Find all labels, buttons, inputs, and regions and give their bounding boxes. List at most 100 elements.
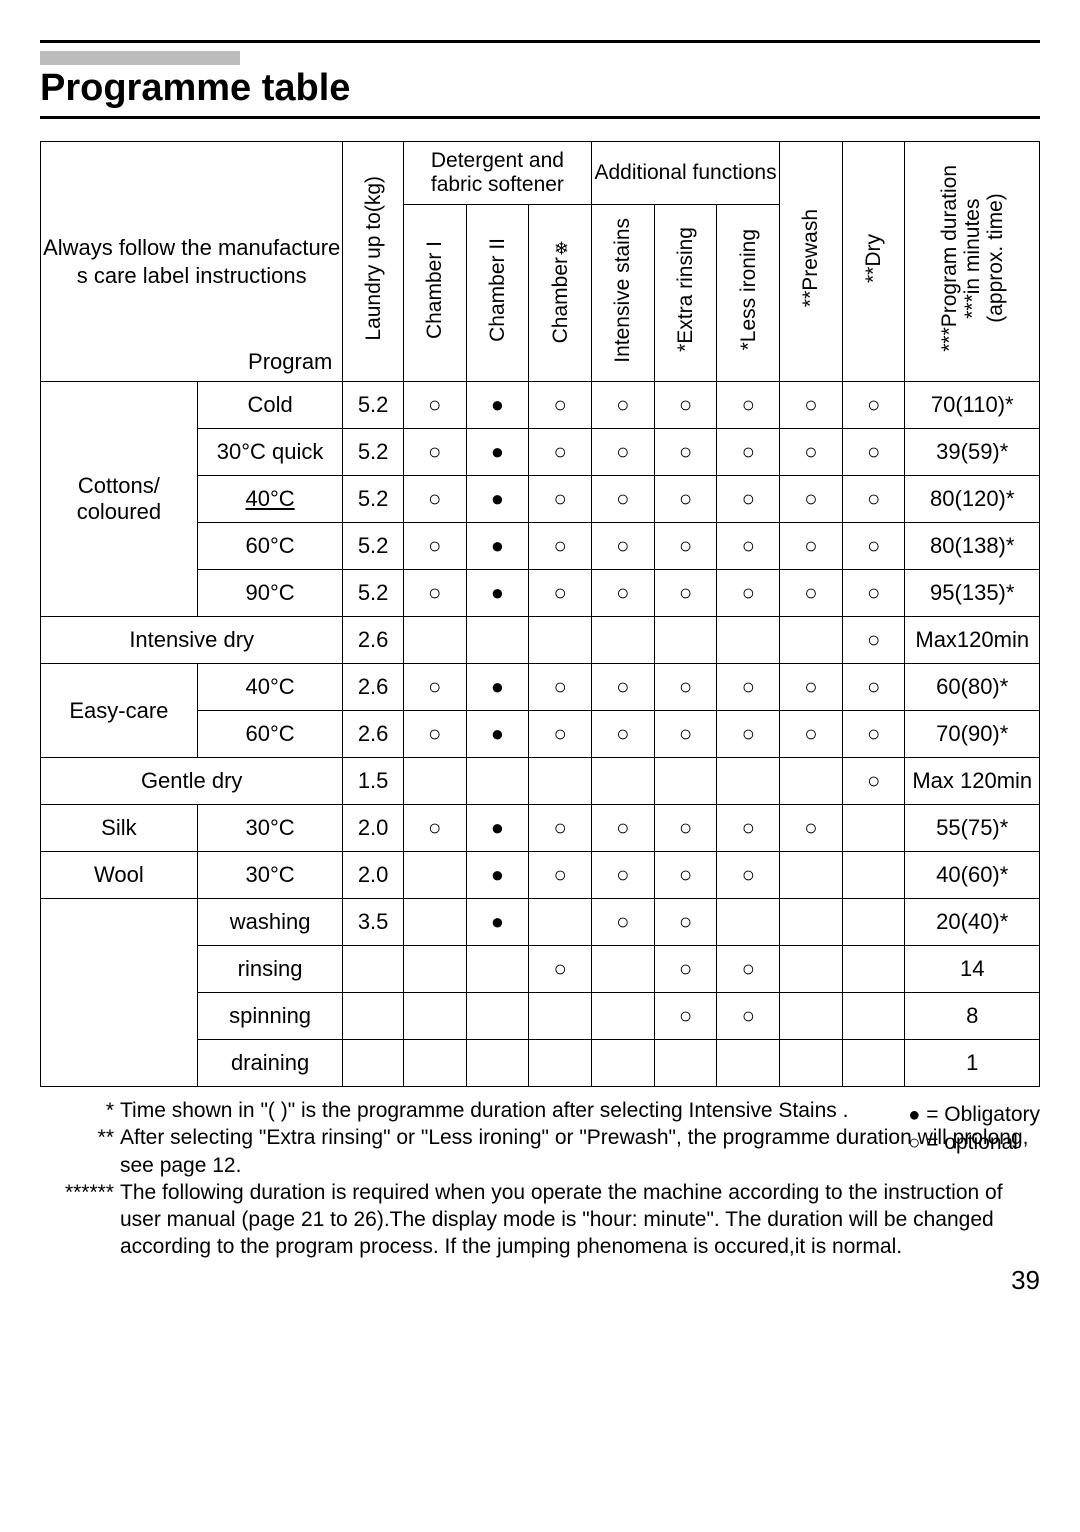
sym-cell — [529, 523, 592, 570]
sym-cell — [780, 570, 843, 617]
sym-cell — [780, 1040, 843, 1087]
sym-cell — [403, 1040, 466, 1087]
kg-cell: 5.2 — [343, 429, 403, 476]
sym-cell — [466, 899, 529, 946]
table-row: Gentle dry 1.5 Max 120min — [41, 758, 1040, 805]
sym-cell — [780, 523, 843, 570]
kg-cell — [343, 946, 403, 993]
sym-cell — [529, 429, 592, 476]
prog-cell: Cold — [197, 382, 343, 429]
sym-cell — [466, 664, 529, 711]
sym-cell — [466, 946, 529, 993]
table-body: Cottons/ coloured Cold 5.2 70(110)* 30°C… — [41, 382, 1040, 1087]
group-easy-care: Easy-care — [41, 664, 198, 758]
header-instructions: Always follow the manufacture s care lab… — [41, 142, 343, 382]
kg-cell: 2.0 — [343, 852, 403, 899]
prog-cell: 30°C quick — [197, 429, 343, 476]
dur-cell: 95(135)* — [905, 570, 1040, 617]
table-row: Silk 30°C 2.0 55(75)* — [41, 805, 1040, 852]
sym-cell — [591, 946, 654, 993]
dur-cell: 70(90)* — [905, 711, 1040, 758]
kg-cell: 2.6 — [343, 664, 403, 711]
sym-cell — [654, 805, 717, 852]
sym-cell — [529, 664, 592, 711]
sym-cell — [842, 805, 905, 852]
sym-cell — [717, 993, 780, 1040]
sym-cell — [717, 758, 780, 805]
open-circle-icon — [908, 1132, 920, 1154]
sym-cell — [842, 758, 905, 805]
kg-cell: 5.2 — [343, 523, 403, 570]
sym-cell — [780, 382, 843, 429]
sym-cell — [717, 946, 780, 993]
sym-cell — [591, 711, 654, 758]
prog-cell: 30°C — [197, 805, 343, 852]
sym-cell — [780, 946, 843, 993]
sym-cell — [403, 617, 466, 664]
footnote-3: ****** The following duration is require… — [40, 1179, 1040, 1261]
sym-cell — [654, 1040, 717, 1087]
sym-cell — [654, 852, 717, 899]
legend-obligatory: = Obligatory — [908, 1101, 1040, 1129]
program-label: Program — [248, 348, 332, 376]
sym-cell — [780, 993, 843, 1040]
sym-cell — [466, 523, 529, 570]
sym-cell — [529, 570, 592, 617]
sym-cell — [780, 664, 843, 711]
sym-cell — [717, 805, 780, 852]
sym-cell — [780, 429, 843, 476]
kg-cell — [343, 993, 403, 1040]
group-intensive-dry: Intensive dry — [41, 617, 343, 664]
dur-cell: 70(110)* — [905, 382, 1040, 429]
prog-cell: washing — [197, 899, 343, 946]
sym-cell — [529, 758, 592, 805]
dur-cell: 39(59)* — [905, 429, 1040, 476]
sym-cell — [403, 382, 466, 429]
kg-cell: 2.0 — [343, 805, 403, 852]
footnote-2: ** After selecting "Extra rinsing" or "L… — [40, 1124, 1040, 1179]
sym-cell — [654, 993, 717, 1040]
footnote-1: * Time shown in "( )" is the programme d… — [40, 1097, 1040, 1124]
sym-cell — [842, 476, 905, 523]
sym-cell — [403, 899, 466, 946]
sym-cell — [842, 570, 905, 617]
sym-cell — [780, 711, 843, 758]
col-duration: ***Program duration ***in minutes (appro… — [905, 142, 1040, 382]
sym-cell — [403, 805, 466, 852]
sym-cell — [654, 946, 717, 993]
sym-cell — [717, 570, 780, 617]
kg-cell: 1.5 — [343, 758, 403, 805]
sym-cell — [591, 993, 654, 1040]
sym-cell — [842, 1040, 905, 1087]
sym-cell — [466, 805, 529, 852]
sym-cell — [529, 476, 592, 523]
sym-cell — [403, 946, 466, 993]
sym-cell — [717, 429, 780, 476]
dur-cell: 80(120)* — [905, 476, 1040, 523]
prog-cell: draining — [197, 1040, 343, 1087]
dur-cell: 14 — [905, 946, 1040, 993]
col-laundry-kg: Laundry up to(kg) — [343, 142, 403, 382]
sym-cell — [466, 711, 529, 758]
sym-cell — [654, 711, 717, 758]
sym-cell — [403, 429, 466, 476]
col-chamber-2: Chamber II — [466, 204, 529, 381]
sym-cell — [654, 570, 717, 617]
sym-cell — [717, 1040, 780, 1087]
sym-cell — [842, 664, 905, 711]
top-rule — [40, 40, 1040, 43]
sym-cell — [717, 382, 780, 429]
sym-cell — [717, 523, 780, 570]
prog-cell: 90°C — [197, 570, 343, 617]
sym-cell — [591, 664, 654, 711]
dur-cell: 80(138)* — [905, 523, 1040, 570]
filled-circle-icon — [908, 1104, 920, 1126]
sym-cell — [780, 805, 843, 852]
sym-cell — [591, 429, 654, 476]
sym-cell — [842, 523, 905, 570]
sym-cell — [466, 429, 529, 476]
dur-cell: 40(60)* — [905, 852, 1040, 899]
group-cottons: Cottons/ coloured — [41, 382, 198, 617]
sym-cell — [654, 664, 717, 711]
prog-cell: spinning — [197, 993, 343, 1040]
